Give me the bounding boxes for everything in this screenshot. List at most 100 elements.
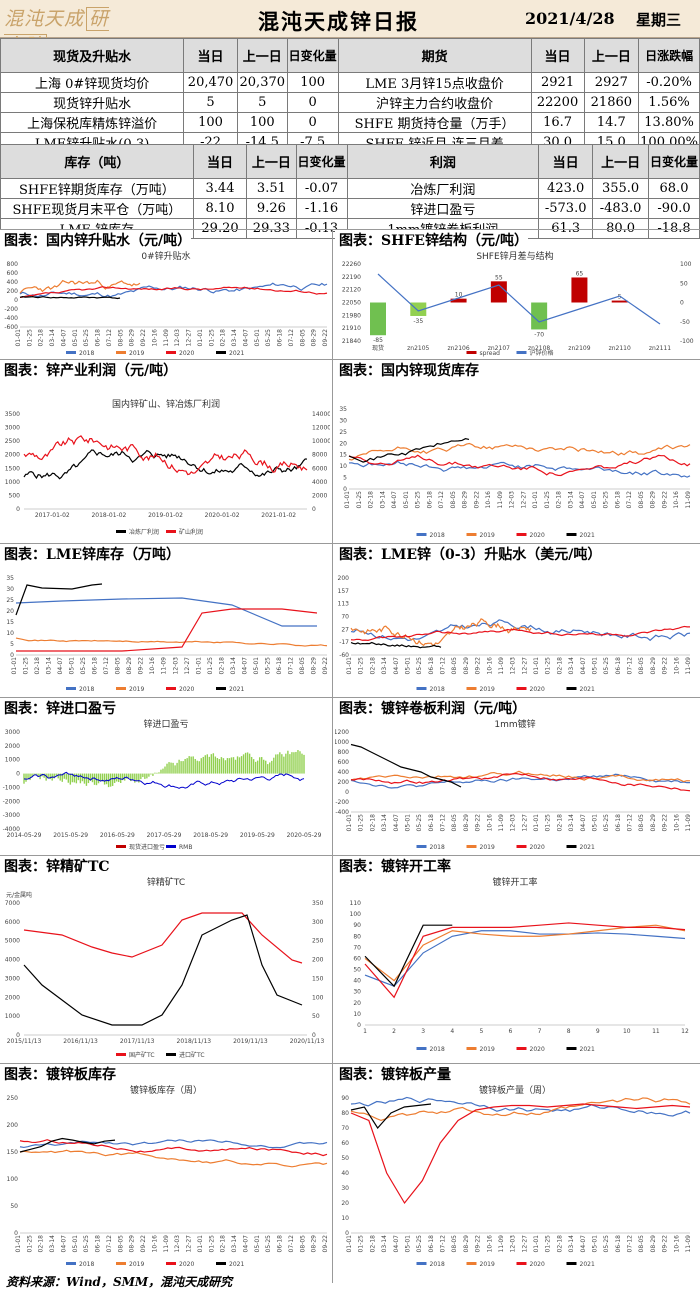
x-tick-label: 04-07 [391, 491, 398, 509]
x-tick-label: zn2110 [609, 345, 631, 352]
x-tick-label: 01-01 [532, 491, 539, 509]
chart-shfe-structure: SHFE锌月差与结构 21840 21910 21980 22050 22120 22190… [335, 249, 698, 357]
x-tick-label: 2017-01-02 [35, 512, 70, 519]
legend-label: RMB [179, 844, 192, 851]
legend-label: 2018 [79, 350, 94, 357]
legend-label: 2020 [530, 844, 545, 851]
y-tick-label: 80 [353, 933, 361, 940]
t2-header-cell: 上一日 [246, 144, 297, 179]
y-tick-label: 157 [338, 588, 350, 595]
x-tick-label: 12-03 [172, 657, 179, 675]
x-tick-label: 09-22 [140, 329, 147, 347]
section-heading: 图表：LME锌库存（万吨） [0, 544, 181, 564]
spread-bar [450, 298, 467, 303]
legend-label: 国产矿TC [129, 1051, 155, 1059]
x-tick-label: 11-09 [498, 1235, 505, 1253]
y-tick-label: -3000 [3, 812, 21, 819]
x-tick-label: 03-14 [568, 814, 575, 832]
x-tick-label: 5 [479, 1028, 483, 1035]
y-tick-label: 2000 [5, 743, 20, 750]
x-tick-label: 11-09 [161, 657, 168, 675]
y-tick-label: 14000 [312, 411, 330, 418]
chart-lme-premium: -60 -17 27 70 113 157 200 01-01 01-25 02-18 03-14 0… [335, 563, 698, 695]
y-tick-label: 10 [6, 630, 14, 637]
section-heading: 图表：锌产业利润（元/吨） [0, 360, 178, 380]
x-tick-label: 06-18 [428, 1235, 435, 1253]
section-divider [0, 229, 700, 230]
y-tick-label: 0 [14, 297, 18, 304]
x-tick-label: 02-18 [556, 814, 563, 832]
t1-cell: 5 [183, 92, 238, 113]
chart-title: 镀锌板产量（周） [479, 1084, 551, 1096]
y-tick-label: 0 [312, 1032, 316, 1039]
x-tick-label: 05-25 [415, 491, 422, 509]
y-tick-label: 20 [341, 1200, 349, 1207]
y-tick-label: 600 [7, 270, 19, 277]
y-tick-label: 1000 [335, 739, 349, 746]
x-tick-label: 01-25 [26, 1235, 33, 1253]
legend-swatch [516, 1262, 527, 1265]
section-heading: 图表：镀锌板产量 [335, 1064, 451, 1084]
x-tick-label: 04-07 [242, 329, 249, 347]
bar-label: 5 [618, 294, 622, 301]
legend-swatch [466, 687, 477, 690]
series-2021 [19, 1137, 116, 1153]
legend-swatch [566, 533, 577, 536]
section-heading: 图表：镀锌开工率 [335, 856, 451, 876]
legend-label: 2021 [229, 686, 244, 693]
y-tick-label: 200 [7, 288, 19, 295]
x-tick-label: 01-01 [11, 657, 18, 675]
x-tick-label: 10-16 [151, 329, 158, 347]
bar-label: 10 [455, 292, 463, 299]
x-tick-label: 02-18 [556, 657, 563, 675]
section-heading: 图表：镀锌卷板利润（元/吨） [335, 698, 527, 718]
series-2020 [364, 922, 686, 999]
t2-cell: 锌进口盈亏 [346, 198, 540, 219]
y-tick-label: 3500 [5, 411, 20, 418]
t2-cell: -18.8 [647, 218, 700, 239]
x-tick-label: 10-16 [151, 1235, 158, 1253]
x-tick-label: 2017/11/13 [120, 1038, 155, 1045]
t2-cell: 3.44 [192, 178, 248, 199]
legend-swatch [416, 1047, 427, 1050]
section-heading: 图表：镀锌板库存 [0, 1064, 116, 1084]
series-mine [23, 435, 308, 476]
y-tick-label: 3000 [5, 975, 20, 982]
report-date: 2021/4/28 [525, 9, 615, 28]
y-tick-label: 22260 [342, 261, 361, 268]
legend-swatch [166, 351, 176, 354]
x-tick-label: 05-25 [416, 1235, 423, 1253]
chart-lme-premium-svg: -60 -17 27 70 113 157 200 01-01 01-25 02-18 03-14 0… [338, 575, 692, 693]
y-tick-label: 22120 [342, 287, 361, 294]
t2-cell: 61.3 [538, 218, 594, 239]
x-tick-label: 08-29 [126, 657, 133, 675]
legend-swatch [516, 533, 527, 536]
y-tick-label: 0 [10, 652, 14, 659]
y-tick-label: 5 [343, 475, 347, 482]
legend-label: 2020 [179, 350, 194, 357]
x-tick-label: 01-25 [544, 491, 551, 509]
series-2019 [348, 442, 691, 461]
legend-label: 冶炼厂利润 [129, 528, 159, 536]
legend-swatch [116, 1262, 126, 1265]
x-tick-label: 10-16 [149, 657, 156, 675]
series-2018 [348, 460, 691, 478]
x-tick-label: 06-18 [426, 491, 433, 509]
chart-zinc-premium: 0#锌升贴水 -600 -400 -200 0 200 400 600 800 01-01 01-2… [2, 249, 330, 357]
x-tick-label: 03-14 [230, 657, 237, 675]
x-tick-label: 03-14 [567, 491, 574, 509]
y-tick-label: 800 [7, 261, 19, 268]
legend-swatch [466, 533, 477, 536]
t1-cell: 上海 0#锌现货均价 [0, 72, 185, 93]
y-tick-label: 30 [353, 989, 361, 996]
legend-label: 矿山利润 [179, 528, 203, 536]
chart-title: SHFE锌月差与结构 [476, 250, 553, 262]
legend-label: 沪锌价格 [530, 349, 554, 357]
legend-swatch [516, 1047, 527, 1050]
series-2021 [348, 438, 470, 463]
y-tick-label: 50 [341, 1155, 349, 1162]
legend-label: 2018 [430, 1046, 445, 1053]
series-2021 [350, 743, 462, 788]
x-tick-label: 02-18 [368, 491, 375, 509]
